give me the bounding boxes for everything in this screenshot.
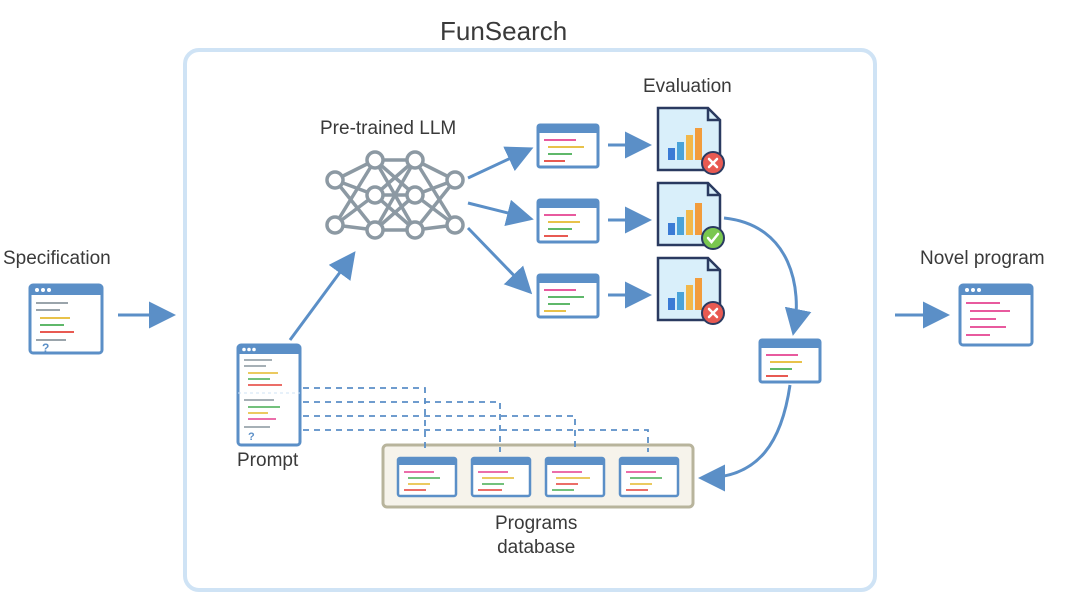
neural-network-icon — [327, 152, 463, 238]
prompt-block: ? — [238, 345, 300, 445]
db-block-1 — [398, 458, 456, 496]
arrows — [118, 145, 944, 478]
title: FunSearch — [440, 16, 567, 47]
db-block-3 — [546, 458, 604, 496]
novel-program-block — [960, 285, 1032, 345]
generated-block-3 — [538, 275, 598, 317]
evaluation-label: Evaluation — [643, 76, 732, 98]
specification-label: Specification — [3, 248, 111, 270]
eval-doc-2 — [658, 183, 724, 249]
selected-program-block — [760, 340, 820, 382]
eval-doc-1 — [658, 108, 724, 174]
db-block-2 — [472, 458, 530, 496]
svg-text:?: ? — [42, 341, 49, 355]
eval-doc-3 — [658, 258, 724, 324]
novel-program-label: Novel program — [920, 248, 1045, 270]
programs-db-box — [383, 445, 693, 507]
db-block-4 — [620, 458, 678, 496]
llm-label: Pre-trained LLM — [320, 118, 456, 140]
generated-block-1 — [538, 125, 598, 167]
programs-db-label: Programs database — [495, 512, 577, 560]
svg-text:?: ? — [248, 431, 255, 443]
main-box — [185, 50, 875, 590]
dashed-lines — [303, 388, 648, 452]
generated-block-2 — [538, 200, 598, 242]
prompt-label: Prompt — [237, 450, 298, 472]
specification-block: ? — [30, 285, 102, 355]
